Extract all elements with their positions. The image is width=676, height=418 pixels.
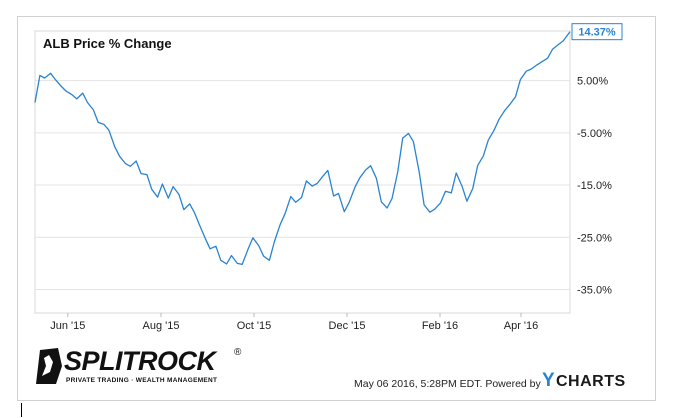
x-tick-label: Jun '15 xyxy=(50,320,85,332)
x-tick-label: Apr '16 xyxy=(504,320,539,332)
chart-title: ALB Price % Change xyxy=(43,36,172,51)
registered-mark: ® xyxy=(234,347,242,358)
y-tick-label: -25.0% xyxy=(577,232,612,244)
y-tick-label: -35.0% xyxy=(577,285,612,297)
x-tick-label: Feb '16 xyxy=(422,320,458,332)
text-cursor xyxy=(21,403,22,417)
logo-name: SPLITROCK xyxy=(64,346,216,376)
y-tick-label: 5.00% xyxy=(577,76,608,88)
ycharts-logo-y: Y xyxy=(542,370,555,391)
plot-area xyxy=(34,30,571,314)
timestamp: May 06 2016, 5:28PM EDT. xyxy=(354,378,483,390)
ycharts-logo-text: CHARTS xyxy=(556,373,626,390)
series-line xyxy=(34,31,571,266)
logo-tagline: PRIVATE TRADING · WEALTH MANAGEMENT xyxy=(66,377,218,384)
x-tick-label: Aug '15 xyxy=(143,320,180,332)
y-tick-label: -5.00% xyxy=(577,128,612,140)
x-tick-label: Dec '15 xyxy=(329,320,366,332)
powered-by-label: Powered by xyxy=(485,378,541,390)
footer-timestamp: May 06 2016, 5:28PM EDT. Powered by xyxy=(354,378,541,390)
last-value-box xyxy=(571,23,623,41)
splitrock-logo: SPLITROCK ® PRIVATE TRADING · WEALTH MAN… xyxy=(34,346,249,388)
last-value-label: 14.37% xyxy=(578,27,616,39)
y-tick-label: -15.0% xyxy=(577,180,612,192)
rock-climber-icon xyxy=(36,348,62,384)
x-tick-label: Oct '15 xyxy=(237,320,272,332)
